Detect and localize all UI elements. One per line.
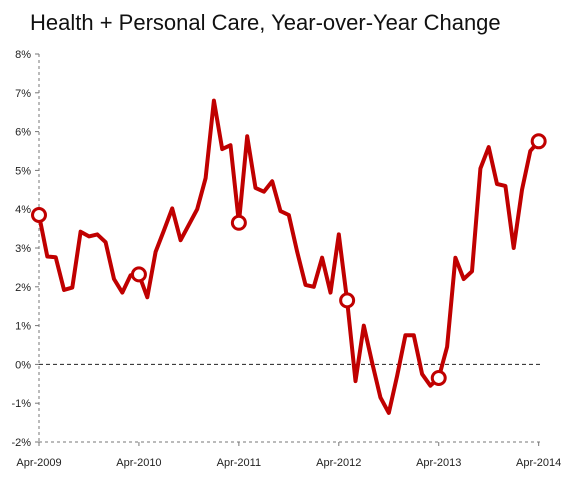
y-tick-label: -2%: [11, 437, 31, 449]
data-point-marker: [31, 207, 47, 224]
y-tick-label: 3%: [15, 243, 31, 255]
y-tick-label: 7%: [15, 88, 31, 100]
x-tick-label: Apr-2011: [217, 457, 261, 469]
y-tick-label: 6%: [15, 127, 31, 139]
y-axis-ticks: -2% -1% 0% 1% 2% 3% 4% 5% 6% 7% 8%: [11, 49, 39, 449]
x-tick-label: Apr-2013: [416, 457, 461, 469]
x-axis-ticks: Apr-2009 Apr-2010 Apr-2011 Apr-2012 Apr-2013…: [16, 442, 561, 469]
y-tick-label: 2%: [15, 282, 31, 294]
x-tick-label: Apr-2010: [116, 457, 161, 469]
y-tick-label: 0%: [15, 359, 31, 371]
data-point-marker: [430, 369, 447, 386]
data-point-marker: [230, 214, 247, 231]
axes: [38, 54, 542, 443]
x-tick-label: Apr-2012: [316, 457, 361, 469]
x-tick-label: Apr-2014: [516, 457, 561, 469]
data-point-marker: [130, 266, 147, 283]
y-tick-label: 8%: [15, 49, 31, 61]
x-tick-label: Apr-2009: [16, 457, 61, 469]
chart-title: Health + Personal Care, Year-over-Year C…: [30, 10, 501, 35]
data-point-marker: [530, 133, 547, 150]
data-point-marker: [339, 292, 356, 309]
y-tick-label: 4%: [15, 204, 31, 216]
y-tick-label: 5%: [15, 165, 31, 177]
plot-area: [31, 98, 547, 415]
series-line: [37, 98, 541, 415]
y-tick-label: -1%: [11, 398, 31, 410]
y-tick-label: 1%: [15, 321, 31, 333]
